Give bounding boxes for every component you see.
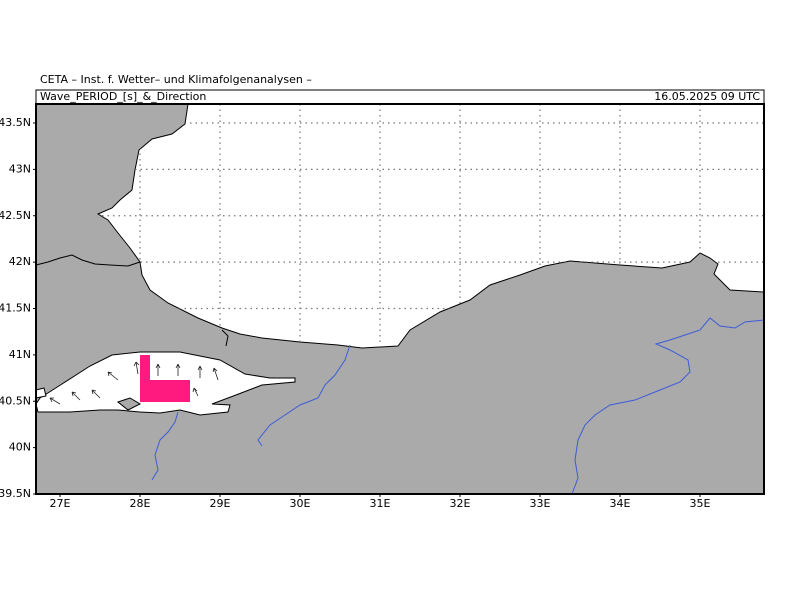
river xyxy=(257,344,351,447)
river xyxy=(151,411,179,481)
lon-label: 34E xyxy=(610,497,631,510)
lon-label: 31E xyxy=(370,497,391,510)
lon-label: 29E xyxy=(210,497,231,510)
lat-label: 41.5N xyxy=(0,302,31,315)
lon-label: 35E xyxy=(690,497,711,510)
lat-label: 41N xyxy=(9,348,31,361)
river xyxy=(571,317,765,495)
timestamp: 16.05.2025 09 UTC xyxy=(654,90,760,103)
wave-cell xyxy=(140,355,150,402)
lat-label: 39.5N xyxy=(0,487,31,500)
wave-cell xyxy=(140,380,190,402)
lon-label: 27E xyxy=(50,497,71,510)
lat-label: 40N xyxy=(9,441,31,454)
lon-label: 28E xyxy=(130,497,151,510)
lat-label: 43N xyxy=(9,162,31,175)
lon-label: 30E xyxy=(290,497,311,510)
institute-header: CETA – Inst. f. Wetter– und Klimafolgena… xyxy=(40,73,312,86)
lat-label: 40.5N xyxy=(0,394,31,407)
islet xyxy=(35,387,47,399)
lon-label: 33E xyxy=(530,497,551,510)
product-title: Wave_PERIOD_[s]_&_Direction xyxy=(40,90,206,103)
bosporus xyxy=(221,329,229,347)
lat-label: 43.5N xyxy=(0,116,31,129)
lat-label: 42.5N xyxy=(0,209,31,222)
map-frame xyxy=(35,103,765,495)
lat-label: 42N xyxy=(9,255,31,268)
lon-label: 32E xyxy=(450,497,471,510)
island xyxy=(116,397,142,411)
border xyxy=(35,254,141,267)
